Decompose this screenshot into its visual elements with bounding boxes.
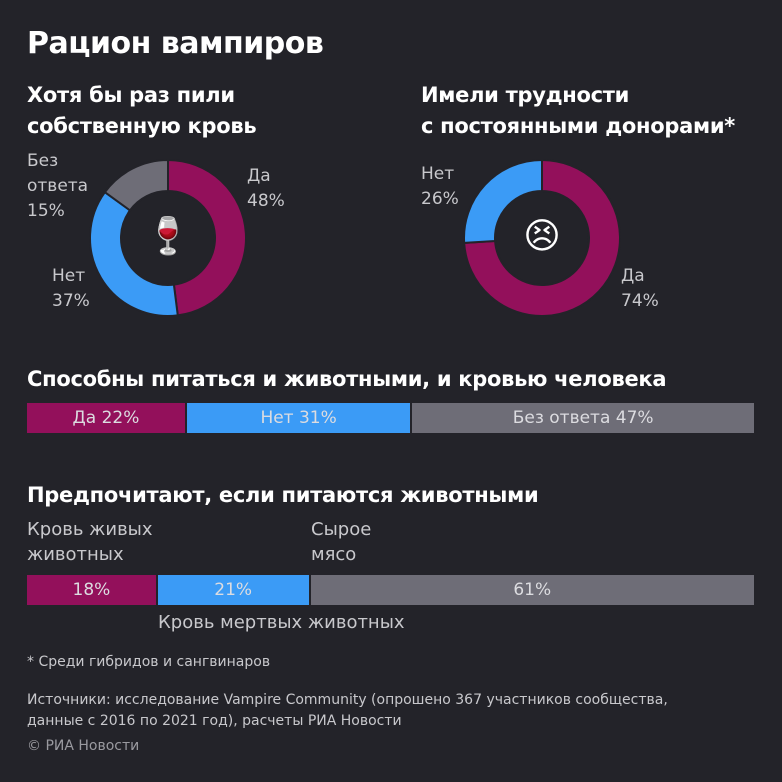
bar2-segment-raw: 61% — [310, 575, 754, 605]
donut2-title-line1: Имели трудности — [421, 83, 630, 107]
donut2-slice-no — [463, 158, 543, 244]
bar1-segment-no: Нет 31% — [186, 403, 411, 433]
bar1-track: Да 22% Нет 31% Без ответа 47% — [27, 403, 754, 433]
donut2-title: Имели трудности с постоянными донорами* — [421, 80, 735, 142]
wine-glass-icon: 🍷 — [145, 216, 191, 257]
bar2-label-live-blood: Кровь живых животных — [27, 519, 153, 565]
donut2-label-yes: Да 74% — [621, 266, 659, 311]
copyright: © РИА Новости — [27, 738, 140, 754]
donut2-label-no: Нет 26% — [421, 164, 459, 209]
donut1-slice-noanswer — [103, 158, 169, 212]
bar2-label-raw-meat: Сырое мясо — [311, 519, 372, 565]
bar2-segment-dead: 21% — [157, 575, 309, 605]
bar1-segment-noanswer: Без ответа 47% — [412, 403, 754, 433]
page-title: Рацион вампиров — [27, 26, 324, 61]
bar1-title: Способны питаться и животными, и кровью … — [27, 367, 667, 391]
donut1-label-yes: Да 48% — [247, 166, 285, 211]
donut1-label-no: Нет 37% — [52, 266, 90, 311]
bar1-segment-yes: Да 22% — [27, 403, 185, 433]
confounded-face-icon: 😣 — [523, 216, 561, 257]
bar2-title: Предпочитают, если питаются животными — [27, 483, 539, 507]
sources-line2: данные с 2016 по 2021 год), расчеты РИА … — [27, 713, 402, 729]
donut1-title-line1: Хотя бы раз пили — [27, 83, 235, 107]
bar2-label-dead-blood: Кровь мертвых животных — [158, 612, 405, 633]
donut2-title-line2: с постоянными донорами* — [421, 114, 735, 138]
donut2-slice-yes — [463, 158, 621, 317]
donut1-title-line2: собственную кровь — [27, 114, 257, 138]
bar2-track: 18% 21% 61% — [27, 575, 754, 605]
sources-line1: Источники: исследование Vampire Communit… — [27, 692, 668, 708]
donut2-group — [463, 158, 621, 317]
donut1-title: Хотя бы раз пили собственную кровь — [27, 80, 257, 142]
donut1-slice-yes — [167, 158, 247, 317]
donut1-group — [89, 158, 247, 317]
bar2-segment-live: 18% — [27, 575, 156, 605]
donut1-slice-no — [89, 190, 179, 317]
donut1-label-noanswer: Без ответа 15% — [27, 151, 89, 221]
footnote: * Среди гибридов и сангвинаров — [27, 654, 271, 670]
sources: Источники: исследование Vampire Communit… — [27, 690, 668, 732]
